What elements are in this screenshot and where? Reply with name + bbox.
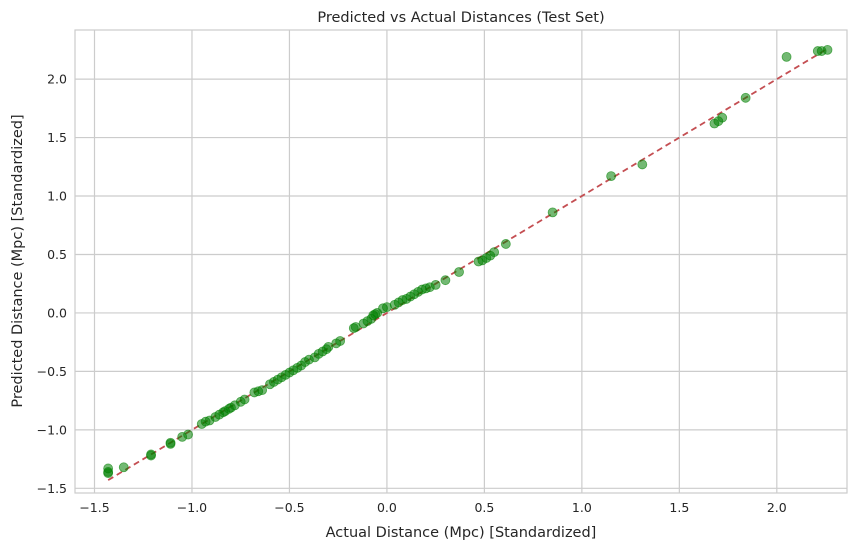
data-point (606, 171, 617, 182)
data-point (430, 279, 441, 290)
data-point (781, 51, 792, 62)
y-tick-label: −1.0 (37, 422, 67, 437)
data-point (257, 385, 268, 396)
y-tick-label: 0.0 (47, 305, 67, 320)
y-tick-label: 2.0 (47, 72, 67, 87)
data-point (165, 438, 176, 449)
x-tick-labels: −1.5 −1.0 −0.5 0.0 0.5 1.0 1.5 2.0 (79, 500, 786, 515)
x-tick-label: 1.5 (669, 500, 689, 515)
data-point (489, 247, 500, 258)
chart-title: Predicted vs Actual Distances (Test Set) (317, 10, 604, 26)
x-axis-label: Actual Distance (Mpc) [Standardized] (326, 525, 597, 541)
data-point (440, 275, 451, 286)
y-tick-labels: −1.5 −1.0 −0.5 0.0 0.5 1.0 1.5 2.0 (37, 72, 67, 496)
data-point (103, 468, 114, 479)
data-point (454, 267, 464, 277)
x-tick-label: 0.5 (474, 500, 494, 515)
y-tick-label: 1.0 (47, 189, 67, 204)
data-point (239, 394, 250, 405)
data-point (146, 450, 156, 461)
x-tick-label: −0.5 (274, 500, 304, 515)
y-tick-label: 0.5 (47, 247, 67, 262)
data-point (183, 429, 193, 440)
data-point (118, 462, 129, 473)
data-points (103, 44, 833, 479)
x-tick-label: −1.0 (177, 500, 207, 515)
y-axis-label: Predicted Distance (Mpc) [Standardized] (10, 114, 26, 407)
data-point (822, 44, 833, 55)
y-gridlines (75, 78, 847, 489)
plot-frame (74, 29, 848, 494)
y-tick-label: −0.5 (37, 364, 67, 379)
data-point (740, 92, 751, 103)
data-point (335, 336, 346, 346)
y-tick-label: 1.5 (47, 130, 67, 145)
x-tick-label: 0.0 (377, 500, 397, 515)
y-tick-label: −1.5 (37, 481, 67, 496)
x-tick-label: 1.0 (572, 500, 592, 515)
data-point (717, 112, 728, 123)
data-point (637, 159, 648, 170)
data-point (547, 207, 558, 218)
x-tick-label: 2.0 (767, 500, 787, 515)
x-tick-label: −1.5 (79, 500, 109, 515)
data-point (500, 239, 511, 249)
